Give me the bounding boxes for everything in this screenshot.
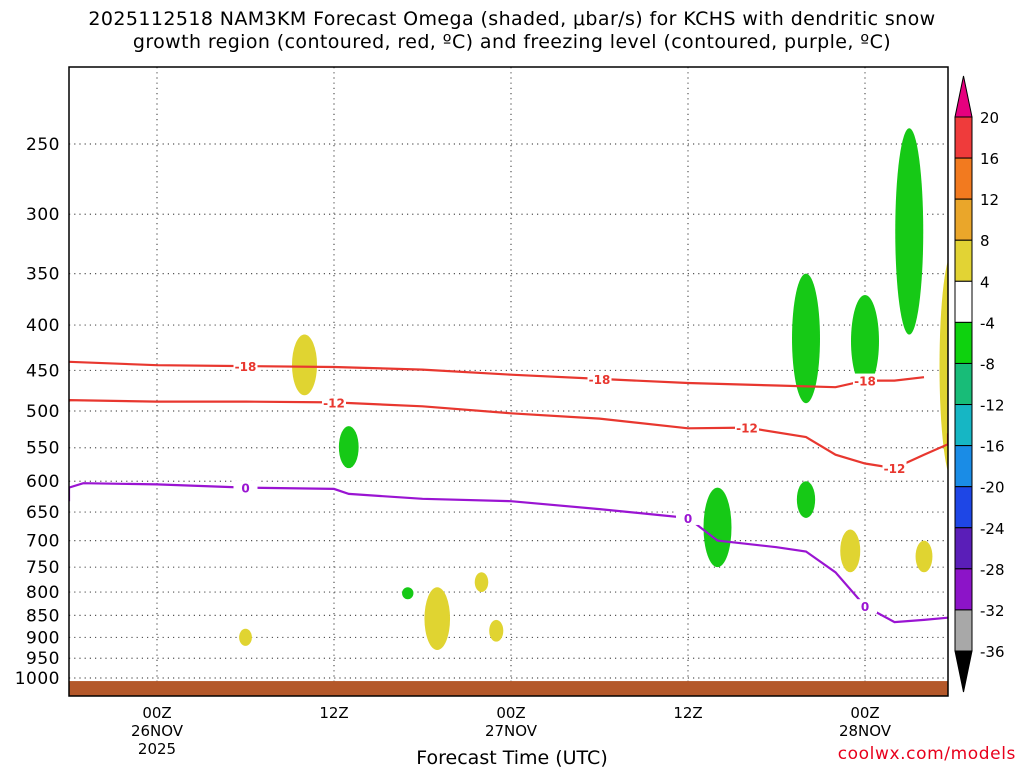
chart-title-line-2: growth region (contoured, red, ºC) and f…: [132, 31, 892, 53]
contour-label-bg: [233, 480, 258, 495]
colorbar-swatch: [954, 486, 973, 529]
x-tick-label: 27NOV: [485, 722, 538, 740]
colorbar-bottom-arrow: [954, 650, 973, 693]
colorbar-label: -8: [980, 355, 995, 373]
contour-label: -18: [854, 375, 876, 389]
omega-region: [851, 295, 879, 388]
y-tick-label: 700: [26, 532, 60, 552]
colorbar-label: 16: [980, 150, 999, 168]
x-tick-label: 12Z: [673, 704, 702, 722]
colorbar-label: -28: [980, 561, 1005, 579]
x-tick-label: 00Z: [496, 704, 525, 722]
contour-label: -12: [884, 462, 906, 476]
colorbar-label: -20: [980, 479, 1005, 497]
colorbar-swatch: [954, 568, 973, 611]
dgz-contour: [69, 398, 948, 470]
x-axis-label: Forecast Time (UTC): [416, 747, 608, 769]
y-tick-label: 950: [26, 649, 60, 669]
contour-label-bg: [322, 395, 346, 410]
colorbar-swatch: [954, 239, 973, 282]
contour-label: 0: [684, 512, 692, 526]
y-tick-label: 300: [26, 205, 60, 225]
colorbar-label: 12: [980, 191, 999, 209]
omega-region: [489, 619, 504, 642]
contour-label: -12: [736, 422, 758, 436]
colorbar-swatch: [954, 362, 973, 406]
contour-label-bg: [587, 371, 612, 386]
y-tick-label: 350: [26, 265, 60, 285]
omega-region: [939, 260, 948, 472]
y-tick-label: 400: [26, 316, 60, 336]
colorbar-swatch: [954, 198, 973, 241]
contour-label-bg: [853, 373, 877, 388]
colorbar-swatch: [954, 445, 973, 488]
colorbar-swatch: [954, 280, 973, 323]
x-tick-label: 00Z: [142, 704, 171, 722]
x-tick-label: 28NOV: [839, 722, 892, 740]
contour-label-bg: [676, 510, 700, 525]
y-tick-label: 600: [26, 472, 60, 492]
colorbar-label: 8: [980, 232, 990, 250]
terrain-band: [69, 681, 948, 696]
plot-frame: [68, 66, 949, 697]
y-tick-label: 450: [26, 361, 60, 381]
contour-label: 0: [861, 600, 869, 614]
credit-link[interactable]: coolwx.com/models: [837, 744, 1016, 764]
omega-region: [474, 572, 489, 593]
colorbar-swatch: [954, 321, 973, 364]
y-tick-label: 800: [26, 583, 60, 603]
colorbar-swatch: [954, 116, 973, 159]
contour-label: -18: [589, 373, 611, 387]
y-tick-label: 550: [26, 439, 60, 459]
colorbar-label: -16: [980, 438, 1005, 456]
omega-region: [291, 334, 318, 396]
y-tick-label: 650: [26, 503, 60, 523]
colorbar-swatch: [954, 404, 973, 447]
contour-label-bg: [233, 359, 258, 374]
y-tick-label: 500: [26, 402, 60, 422]
x-tick-label: 00Z: [850, 704, 879, 722]
colorbar-label: -24: [980, 520, 1005, 538]
omega-region: [703, 487, 732, 568]
colorbar-label: -32: [980, 602, 1005, 620]
y-tick-label: 850: [26, 606, 60, 626]
y-tick-label: 250: [26, 135, 60, 155]
omega-region: [239, 628, 252, 646]
omega-region: [424, 587, 451, 651]
x-tick-label: 2025: [138, 740, 176, 758]
colorbar-label: -36: [980, 643, 1005, 661]
omega-region: [895, 128, 924, 335]
x-tick-label: 26NOV: [131, 722, 184, 740]
colorbar-label: 20: [980, 109, 999, 127]
chart-title-line-1: 2025112518 NAM3KM Forecast Omega (shaded…: [88, 8, 936, 30]
x-tick-label: 12Z: [319, 704, 348, 722]
contour-label: -12: [323, 396, 345, 410]
omega-region: [402, 587, 414, 600]
contour-label-bg: [735, 420, 759, 435]
omega-region: [796, 481, 816, 518]
omega-region: [915, 540, 933, 573]
contour-label-bg: [853, 599, 877, 614]
freezing-level-contour: [69, 482, 948, 624]
contour-label: 0: [241, 482, 249, 496]
contour-label-bg: [882, 461, 907, 476]
omega-region: [0, 441, 24, 583]
y-tick-label: 1000: [15, 669, 60, 689]
colorbar-label: -12: [980, 397, 1005, 415]
y-tick-label: 900: [26, 628, 60, 648]
colorbar-swatch: [954, 609, 973, 652]
omega-region: [792, 273, 820, 404]
colorbar-swatch: [954, 527, 973, 570]
colorbar-label: -4: [980, 314, 995, 332]
contour-label: -18: [235, 360, 257, 374]
colorbar-top-arrow: [954, 75, 973, 118]
omega-region: [338, 426, 359, 469]
plot-area: -18 -18 -18 -12 -12 -12 0 0 0: [0, 67, 948, 696]
colorbar-label: 4: [980, 273, 990, 291]
colorbar-swatch: [954, 157, 973, 200]
omega-region: [840, 529, 861, 573]
y-tick-label: 750: [26, 558, 60, 578]
